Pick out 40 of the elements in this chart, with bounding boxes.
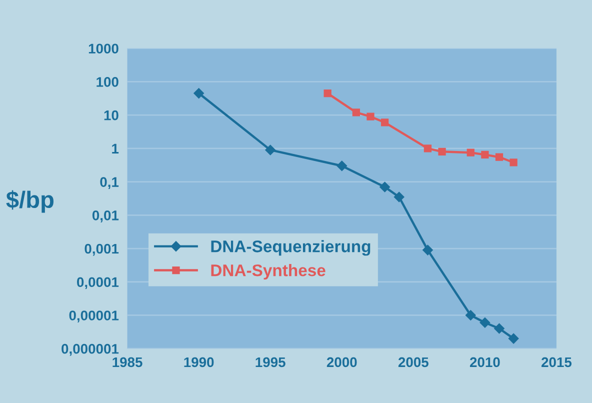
point [380,182,390,192]
point [366,112,374,120]
y-tick-label: 1 [112,144,119,154]
x-tick-label: 1995 [256,357,286,368]
point [336,160,347,171]
y-tick-label: 1000 [88,44,118,54]
point [481,150,489,158]
y-tick-label: 100 [96,77,118,87]
point [422,244,433,256]
point [194,88,204,98]
point [495,153,504,161]
point [265,144,276,156]
point [424,144,432,152]
y-tick-label: 0,001 [84,244,119,256]
point [380,118,389,126]
point [508,333,519,344]
x-tick-label: 2015 [542,357,572,368]
y-axis-title: $/bp [6,190,54,213]
point [394,192,404,202]
point [466,310,476,320]
y-tick-label: 0,00001 [69,310,119,322]
point [352,108,360,116]
y-tick-label: 0,0001 [77,277,119,290]
point [324,89,332,98]
x-tick-label: 1985 [112,357,142,368]
y-tick-label: 10 [104,110,118,120]
x-tick-label: 2005 [398,357,428,368]
legend-label: DNA-Sequenzierung [211,240,370,256]
y-tick-label: 0,01 [92,210,119,222]
legend-label: DNA-Synthese [211,264,326,280]
x-tick-label: 1990 [184,357,214,368]
y-tick-label: 0,000001 [62,344,119,356]
point [480,318,490,328]
point [438,148,446,156]
point [510,158,518,166]
y-tick-label: 0,1 [100,177,119,189]
point [466,148,474,156]
point [494,323,504,334]
x-tick-label: 2000 [326,357,357,368]
x-tick-label: 2010 [470,357,500,368]
